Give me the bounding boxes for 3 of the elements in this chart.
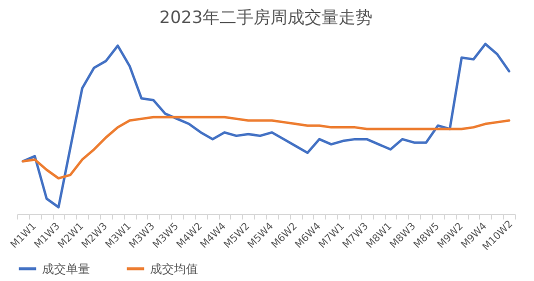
- legend-label: 成交均值: [150, 262, 198, 276]
- legend-label: 成交单量: [42, 262, 90, 276]
- chart-title: 2023年二手房周成交量走势: [159, 8, 373, 28]
